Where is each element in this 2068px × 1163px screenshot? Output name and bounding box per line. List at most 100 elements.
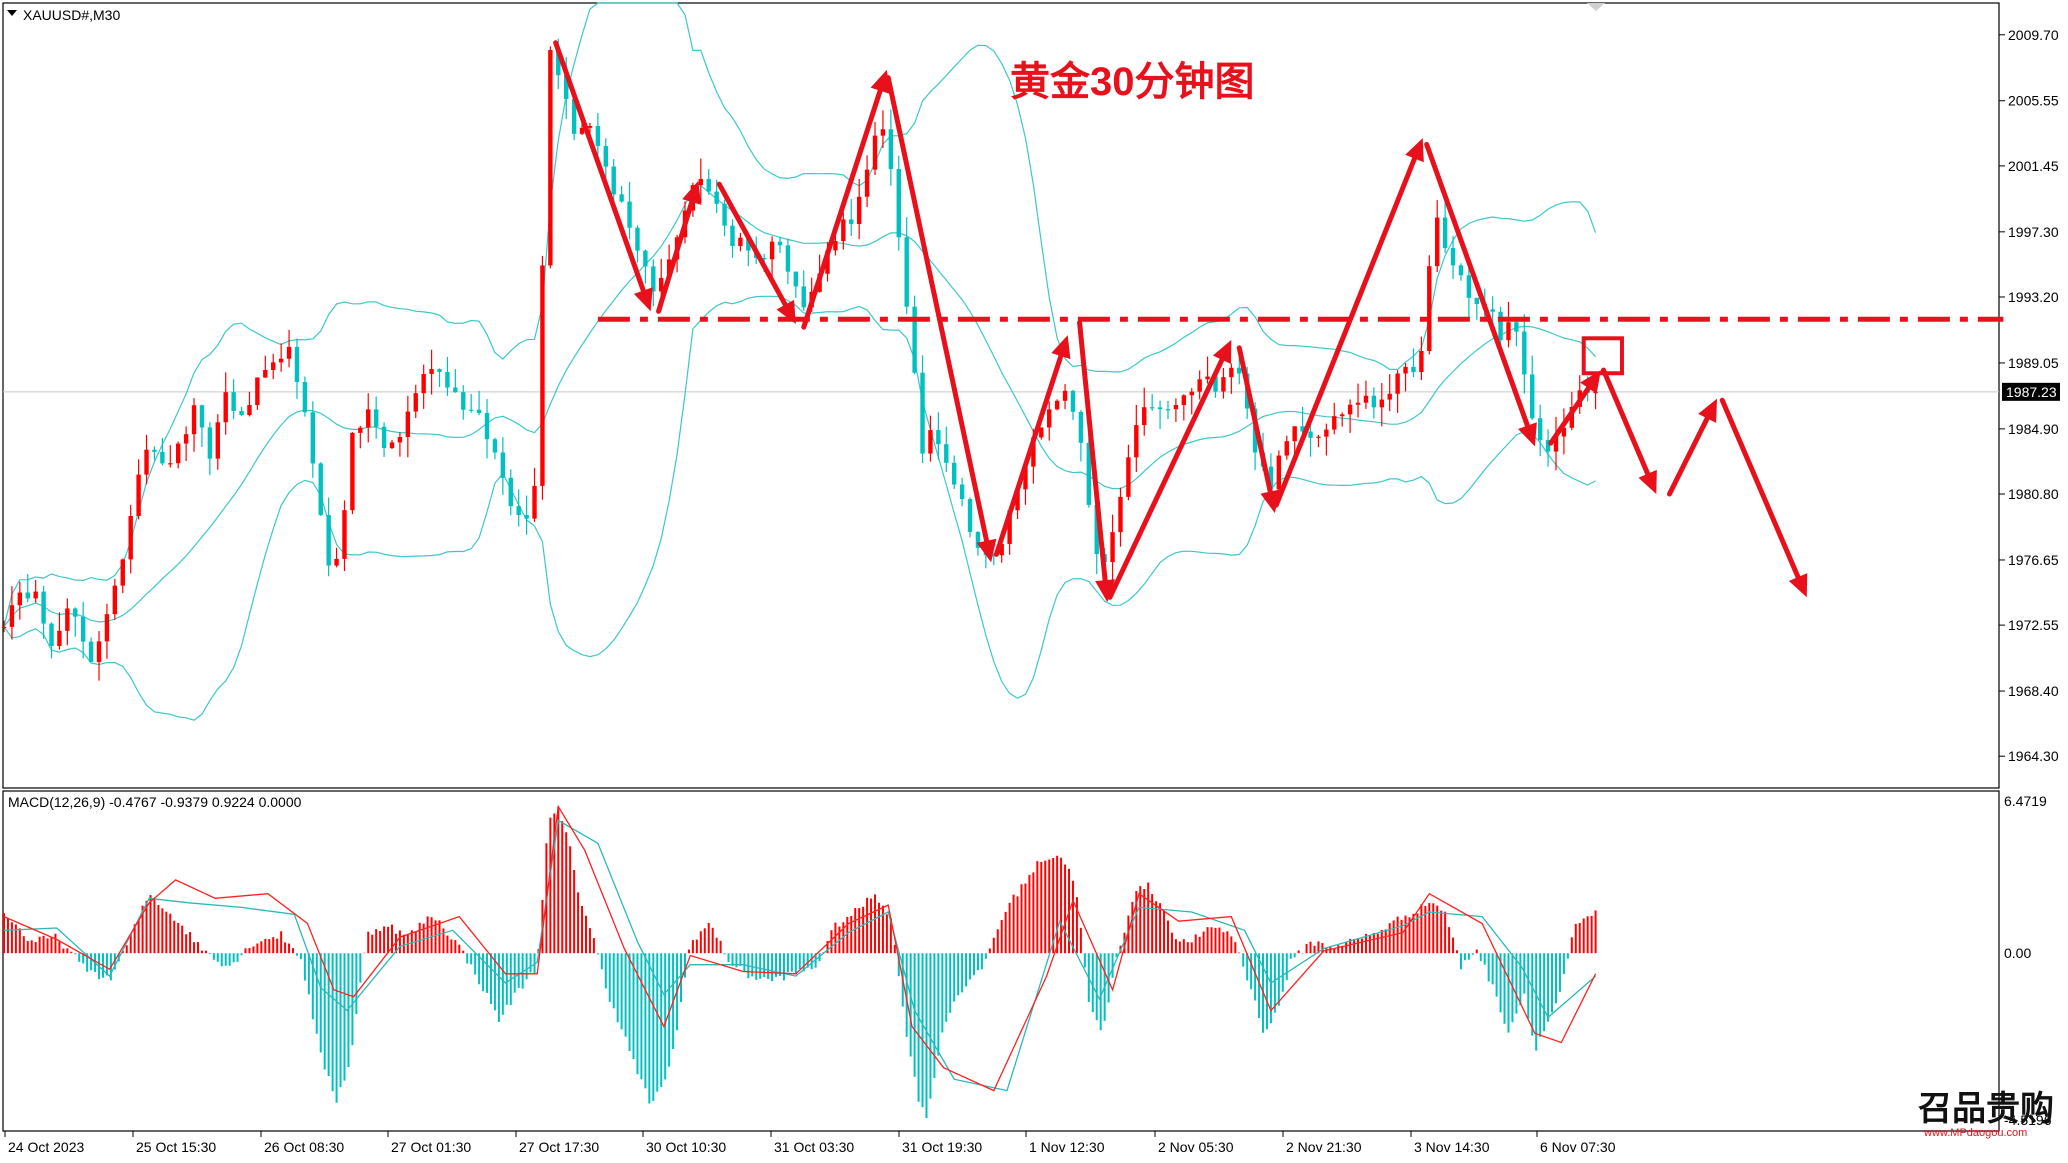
candle-body	[461, 392, 466, 410]
candle-body	[1047, 409, 1052, 428]
candle-body	[1442, 217, 1448, 249]
candle-body	[1561, 427, 1567, 437]
candle-body	[951, 462, 957, 485]
current-price-tag-bg	[2002, 382, 2060, 401]
candle-body	[1292, 426, 1297, 442]
candle-body	[888, 129, 894, 169]
candle-body	[1181, 395, 1187, 406]
candle-body	[33, 591, 38, 599]
price-tick-label: 1997.30	[2008, 224, 2059, 240]
candle-body	[659, 277, 664, 292]
candle-body	[1316, 436, 1321, 438]
candle-body	[761, 257, 767, 260]
trend-arrow-head	[1051, 335, 1071, 360]
candle-body	[1427, 266, 1432, 351]
price-tick-label: 1980.80	[2008, 486, 2059, 502]
candle-body	[1371, 395, 1377, 408]
candle-body	[856, 196, 862, 224]
candle-body	[350, 432, 355, 511]
trend-arrow-shaft	[553, 40, 646, 294]
time-tick-label: 26 Oct 08:30	[264, 1139, 344, 1155]
trend-arrow-head	[1698, 398, 1717, 423]
candle-body	[603, 146, 608, 167]
candle-body	[1205, 376, 1210, 380]
scroll-marker-icon[interactable]	[1587, 3, 1605, 11]
candle-body	[176, 443, 181, 464]
candle-body	[1197, 379, 1202, 392]
candle-body	[1522, 331, 1527, 375]
price-tick-label: 1968.40	[2008, 683, 2059, 699]
candle-body	[17, 592, 23, 606]
candle-body	[540, 265, 545, 486]
candle-body	[928, 430, 933, 454]
candle-body	[405, 411, 411, 437]
macd-signal-line	[3, 804, 1597, 1092]
macd-zero-value: 0.00	[2004, 945, 2031, 961]
candle-body	[769, 241, 775, 260]
candle-body	[215, 422, 220, 459]
trend-arrow-shaft	[656, 199, 695, 314]
candle-body	[991, 555, 996, 557]
candle-body	[342, 510, 347, 559]
trend-annotations	[553, 40, 2004, 603]
candle-body	[1514, 322, 1519, 332]
trend-arrow-head	[1518, 422, 1537, 447]
candle-body	[746, 237, 751, 251]
candle-body	[1498, 311, 1503, 341]
candle-body	[532, 485, 537, 519]
trend-arrow-shaft	[1600, 367, 1651, 477]
candle-body	[231, 392, 236, 411]
candle-body	[793, 271, 799, 287]
candle-body	[1284, 441, 1289, 456]
candle-body	[1395, 373, 1400, 394]
chart-title: 黄金30分钟图	[1010, 59, 1255, 104]
candle-body	[468, 409, 474, 411]
candle-body	[421, 374, 426, 394]
candle-body	[1530, 374, 1535, 419]
candle-body	[1213, 376, 1218, 392]
time-tick-label: 2 Nov 21:30	[1286, 1139, 1362, 1155]
candle-body	[1110, 532, 1115, 563]
trend-arrow-head	[682, 180, 702, 205]
candle-body	[864, 169, 870, 197]
candle-body	[389, 442, 395, 449]
trend-arrow-shaft	[1719, 397, 1801, 580]
candle-body	[579, 127, 585, 134]
candle-body	[96, 641, 102, 663]
candle-body	[801, 286, 806, 308]
bb-lower-line	[3, 295, 1596, 721]
candle-body	[920, 372, 925, 454]
trend-arrow-shaft	[716, 181, 788, 308]
candle-body	[57, 630, 62, 646]
candle-body	[1490, 309, 1495, 312]
trend-arrow-head	[1405, 138, 1424, 163]
candle-body	[619, 194, 624, 202]
candle-body	[959, 484, 965, 500]
candle-body	[936, 430, 941, 445]
candle-body	[1142, 407, 1147, 426]
symbol-dropdown-icon[interactable]	[7, 10, 17, 16]
current-price-value: 1987.23	[2006, 384, 2057, 400]
candle-body	[698, 178, 704, 186]
trend-arrow-shaft	[1273, 156, 1418, 508]
time-tick-label: 6 Nov 07:30	[1540, 1139, 1616, 1155]
trend-arrow-shaft	[885, 75, 990, 544]
time-tick-label: 27 Oct 01:30	[391, 1139, 471, 1155]
candle-body	[730, 225, 735, 247]
candle-body	[595, 126, 601, 147]
candle-body	[1537, 418, 1543, 441]
price-tick-label: 1993.20	[2008, 289, 2059, 305]
trend-arrow-head	[1580, 370, 1601, 394]
candle-body	[1347, 404, 1353, 415]
watermark-main: 召品贵购	[1918, 1089, 2054, 1129]
candle-body	[25, 592, 30, 599]
candle-body	[112, 585, 118, 615]
candle-body	[651, 266, 656, 292]
candle-body	[1324, 429, 1329, 437]
candle-body	[1031, 437, 1036, 467]
price-tick-label: 2001.45	[2008, 158, 2059, 174]
price-tick-label: 2005.55	[2008, 93, 2059, 109]
candle-body	[1506, 322, 1511, 341]
price-axis: 2009.70 2005.55 2001.45 1997.30 1993.20 1989.…	[1999, 27, 2059, 764]
candle-body	[1134, 425, 1139, 458]
